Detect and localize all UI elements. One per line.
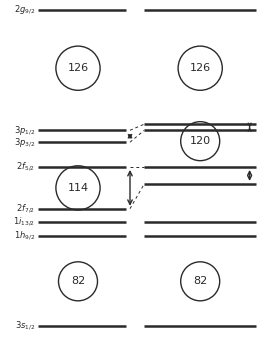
Text: $2g_{9/2}$: $2g_{9/2}$ — [14, 3, 35, 16]
Text: $2f_{5/2}$: $2f_{5/2}$ — [16, 161, 35, 174]
Text: 114: 114 — [67, 183, 89, 193]
Text: $2f_{7/2}$: $2f_{7/2}$ — [16, 202, 35, 215]
Text: $3p_{3/2}$: $3p_{3/2}$ — [14, 136, 35, 149]
Text: 126: 126 — [190, 63, 211, 73]
Text: $1h_{9/2}$: $1h_{9/2}$ — [14, 229, 35, 242]
Text: $1i_{13/2}$: $1i_{13/2}$ — [13, 216, 35, 228]
Text: $3p_{1/2}$: $3p_{1/2}$ — [14, 124, 35, 137]
Text: 82: 82 — [71, 276, 85, 286]
Text: 82: 82 — [193, 276, 207, 286]
Text: 120: 120 — [190, 136, 211, 146]
Text: $3s_{1/2}$: $3s_{1/2}$ — [15, 320, 35, 332]
Text: 126: 126 — [67, 63, 89, 73]
